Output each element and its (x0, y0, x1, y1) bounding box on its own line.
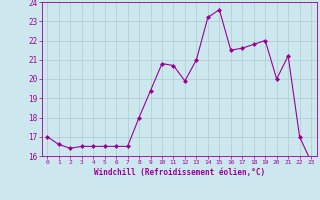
X-axis label: Windchill (Refroidissement éolien,°C): Windchill (Refroidissement éolien,°C) (94, 168, 265, 177)
